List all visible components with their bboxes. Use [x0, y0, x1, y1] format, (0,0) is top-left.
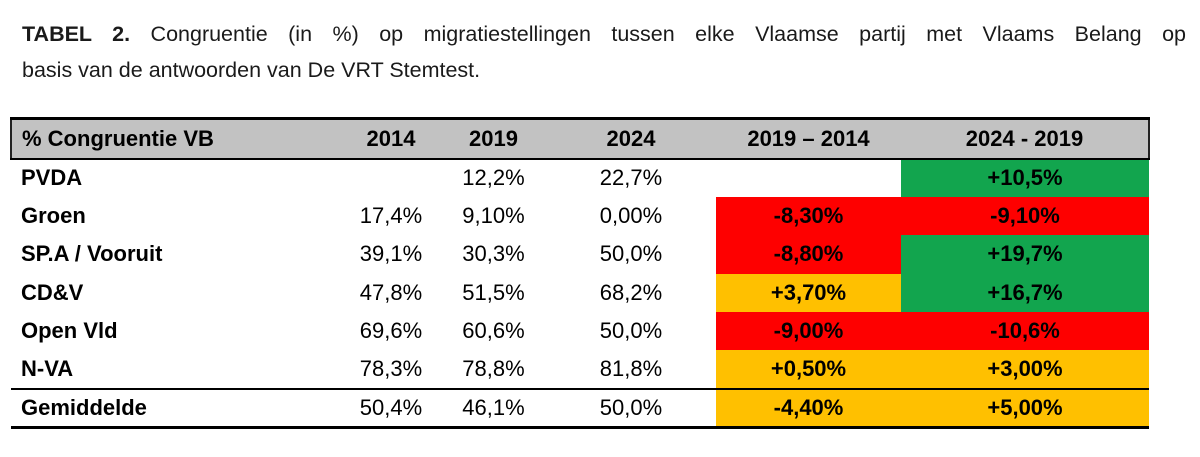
cell-delta1: +3,70% — [716, 273, 901, 313]
table-caption: TABEL 2. Congruentie (in %) op migraties… — [22, 16, 1186, 88]
cell-party: CD&V — [21, 279, 84, 305]
cell-2019: 9,10% — [462, 203, 525, 229]
table-row-gemiddelde: Gemiddelde 50,4% 46,1% 50,0% -4,40% +5,0… — [11, 388, 1149, 428]
cell-party: Open Vld — [21, 318, 118, 344]
cell-party: Groen — [21, 203, 86, 229]
caption-text-2: basis van de antwoorden van De VRT Stemt… — [22, 58, 481, 82]
cell-delta2: -9,10% — [901, 196, 1149, 236]
cell-2024: 50,0% — [599, 394, 663, 420]
header-row: % Congruentie VB 2014 2019 2024 2019 – 2… — [10, 118, 1150, 160]
cell-delta2: +16,7% — [901, 273, 1149, 313]
cell-party: Gemiddelde — [21, 394, 147, 420]
cell-delta1: +0,50% — [716, 350, 901, 390]
cell-2014: 47,8% — [359, 279, 423, 305]
cell-2024: 81,8% — [546, 350, 716, 390]
cell-2014: 39,1% — [359, 241, 423, 267]
cell-delta2: +3,00% — [901, 350, 1149, 390]
cell-delta1: -4,40% — [716, 388, 901, 428]
table-row-spa-vooruit: SP.A / Vooruit 39,1% 30,3% 50,0% -8,80% … — [11, 235, 1149, 274]
cell-party: N-VA — [11, 350, 341, 390]
cell-2019: 60,6% — [462, 318, 525, 344]
cell-2014 — [341, 159, 441, 197]
cell-delta1 — [716, 159, 901, 197]
cell-2014: 69,6% — [359, 318, 423, 344]
cell-2024: 50,0% — [599, 241, 663, 267]
cell-2024: 0,00% — [599, 203, 663, 229]
cell-delta2: -10,6% — [901, 312, 1149, 351]
cell-2014: 17,4% — [359, 203, 423, 229]
cell-delta2: +10,5% — [901, 158, 1149, 197]
cell-2024: 68,2% — [599, 279, 663, 305]
cell-party: SP.A / Vooruit — [21, 241, 163, 267]
caption-label: TABEL 2. — [22, 22, 131, 46]
table-row-cdv: CD&V 47,8% 51,5% 68,2% +3,70% +16,7% — [11, 273, 1149, 313]
cell-2019: 78,8% — [441, 350, 546, 390]
cell-delta2: +5,00% — [901, 388, 1149, 428]
cell-2014: 78,3% — [341, 350, 441, 390]
cell-delta1: -8,80% — [716, 235, 901, 274]
cell-2024: 22,7% — [599, 165, 663, 191]
cell-party: PVDA — [21, 165, 83, 191]
table-row-pvda: PVDA 12,2% 22,7% +10,5% — [11, 158, 1149, 197]
cell-2019: 12,2% — [462, 165, 525, 191]
caption-text-1: Congruentie (in %) op migratiestellingen… — [150, 22, 1186, 46]
col-header-delta-2024-2019: 2024 - 2019 — [901, 118, 1150, 160]
col-header-party: % Congruentie VB — [10, 118, 341, 160]
col-header-2019: 2019 — [441, 118, 546, 160]
table-row-open-vld: Open Vld 69,6% 60,6% 50,0% -9,00% -10,6% — [11, 312, 1149, 351]
col-header-2024: 2024 — [546, 118, 716, 160]
cell-2019: 30,3% — [462, 241, 525, 267]
cell-2019: 46,1% — [462, 394, 525, 420]
cell-2019: 51,5% — [462, 279, 525, 305]
congruence-table-wrap: % Congruentie VB 2014 2019 2024 2019 – 2… — [10, 117, 1150, 429]
table-row-groen: Groen 17,4% 9,10% 0,00% -8,30% -9,10% — [11, 196, 1149, 236]
caption-line-1: TABEL 2. Congruentie (in %) op migraties… — [22, 16, 1186, 52]
table-row-nva: N-VA 78,3% 78,8% 81,8% +0,50% +3,00% — [11, 350, 1149, 390]
cell-delta1: -9,00% — [716, 312, 901, 351]
cell-2024: 50,0% — [599, 318, 663, 344]
col-header-2014: 2014 — [341, 118, 441, 160]
cell-delta2: +19,7% — [901, 235, 1149, 274]
congruence-table: % Congruentie VB 2014 2019 2024 2019 – 2… — [10, 117, 1150, 429]
col-header-delta-2019-2014: 2019 – 2014 — [716, 118, 901, 160]
cell-delta1: -8,30% — [716, 196, 901, 236]
cell-2014: 50,4% — [359, 394, 423, 420]
